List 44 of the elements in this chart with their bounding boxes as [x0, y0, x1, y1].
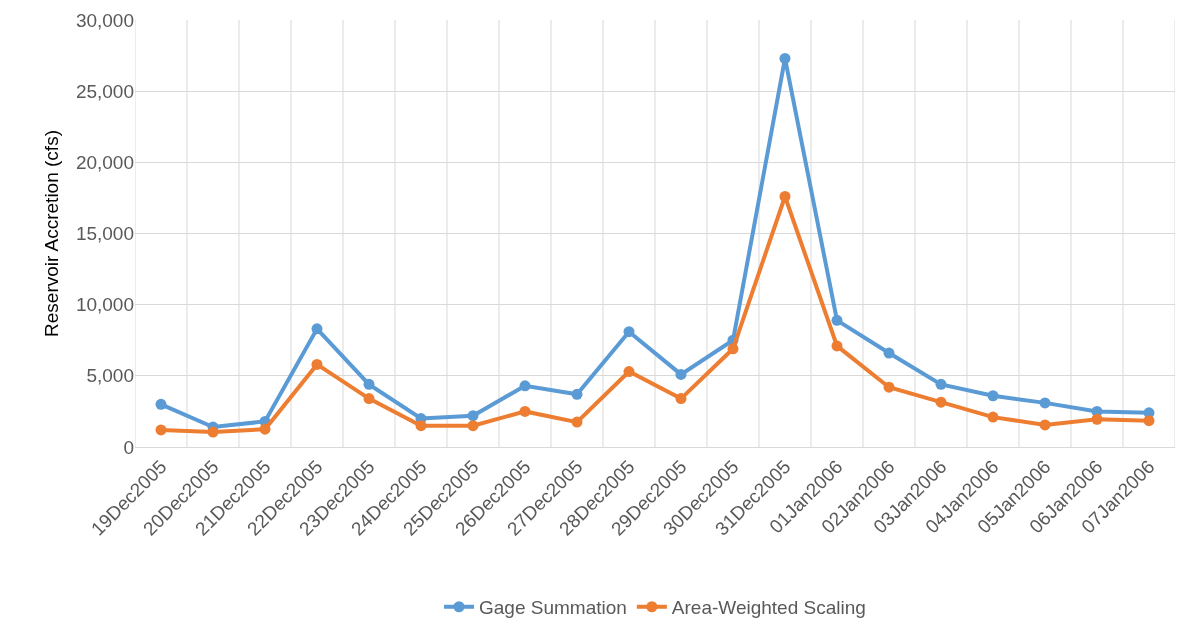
point — [987, 390, 999, 402]
point — [311, 358, 323, 370]
point — [363, 378, 375, 390]
point — [935, 396, 947, 408]
point — [155, 424, 167, 436]
point — [987, 411, 999, 423]
point — [831, 314, 843, 326]
point — [623, 366, 635, 378]
point — [883, 347, 895, 359]
point — [623, 326, 635, 338]
point — [467, 420, 479, 432]
point — [415, 420, 427, 432]
point — [467, 410, 479, 422]
point — [1143, 415, 1155, 427]
point — [831, 340, 843, 352]
point — [311, 323, 323, 335]
point — [675, 393, 687, 405]
y-tick-label: 0 — [123, 436, 134, 458]
y-tick-label: 15,000 — [75, 223, 134, 245]
legend-label: Gage Summation — [479, 597, 627, 619]
y-tick-label: 10,000 — [75, 294, 134, 316]
point — [1091, 413, 1103, 425]
point — [1039, 419, 1051, 431]
y-tick-label: 30,000 — [75, 9, 134, 31]
point — [675, 368, 687, 380]
point — [571, 388, 583, 400]
y-tick-label: 25,000 — [75, 80, 134, 102]
point — [571, 416, 583, 428]
point — [363, 393, 375, 405]
point — [727, 343, 739, 355]
point — [519, 380, 531, 392]
legend-label: Area-Weighted Scaling — [671, 597, 866, 619]
point — [259, 423, 271, 435]
point — [155, 398, 167, 410]
point — [519, 405, 531, 417]
y-tick-label: 20,000 — [75, 151, 134, 173]
point — [207, 426, 219, 438]
point — [1039, 397, 1051, 409]
y-tick-label: 5,000 — [86, 365, 134, 387]
point — [883, 381, 895, 393]
point — [779, 52, 791, 64]
point — [935, 378, 947, 390]
y-axis-title: Reservoir Accretion (cfs) — [40, 130, 62, 337]
point — [779, 190, 791, 202]
